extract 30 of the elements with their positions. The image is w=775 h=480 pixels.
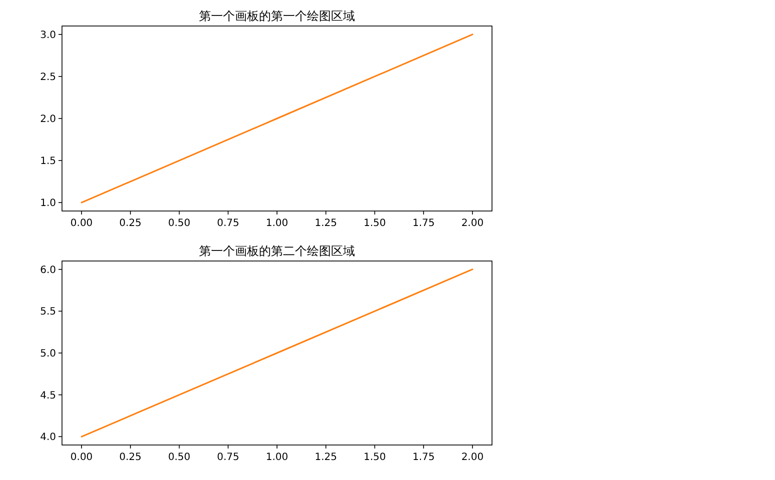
x-tick-label: 1.25 — [314, 218, 337, 229]
x-tick-label: 1.00 — [266, 452, 288, 463]
x-tick-label: 1.00 — [266, 218, 288, 229]
chart-title: 第一个画板的第一个绘图区域 — [199, 9, 355, 23]
x-tick-label: 1.50 — [364, 218, 386, 229]
x-tick-label: 1.75 — [412, 218, 435, 229]
y-tick-label: 5.0 — [40, 348, 56, 360]
y-tick-label: 1.0 — [40, 198, 56, 210]
x-tick-label: 0.25 — [119, 452, 142, 463]
x-tick-label: 0.25 — [119, 218, 142, 229]
y-tick-label: 4.0 — [40, 432, 56, 444]
y-tick-label: 6.0 — [40, 264, 56, 276]
x-tick-label: 1.75 — [412, 452, 435, 463]
y-tick-label: 2.5 — [40, 72, 56, 83]
y-tick-label: 2.0 — [40, 114, 56, 125]
y-tick-label: 1.5 — [40, 156, 56, 168]
x-tick-label: 0.50 — [168, 452, 190, 463]
x-tick-label: 1.50 — [364, 452, 386, 463]
x-tick-label: 0.75 — [217, 452, 240, 463]
y-tick-label: 3.0 — [40, 30, 56, 41]
x-tick-label: 1.25 — [314, 452, 337, 463]
x-tick-label: 2.00 — [461, 218, 484, 229]
y-tick-label: 4.5 — [40, 390, 56, 402]
chart-title: 第一个画板的第二个绘图区域 — [199, 244, 355, 258]
x-tick-label: 0.00 — [70, 452, 93, 463]
x-tick-label: 0.75 — [217, 218, 240, 229]
x-tick-label: 2.00 — [461, 452, 484, 463]
y-tick-label: 5.5 — [40, 306, 56, 318]
x-tick-label: 0.50 — [168, 218, 190, 229]
x-tick-label: 0.00 — [70, 218, 93, 229]
